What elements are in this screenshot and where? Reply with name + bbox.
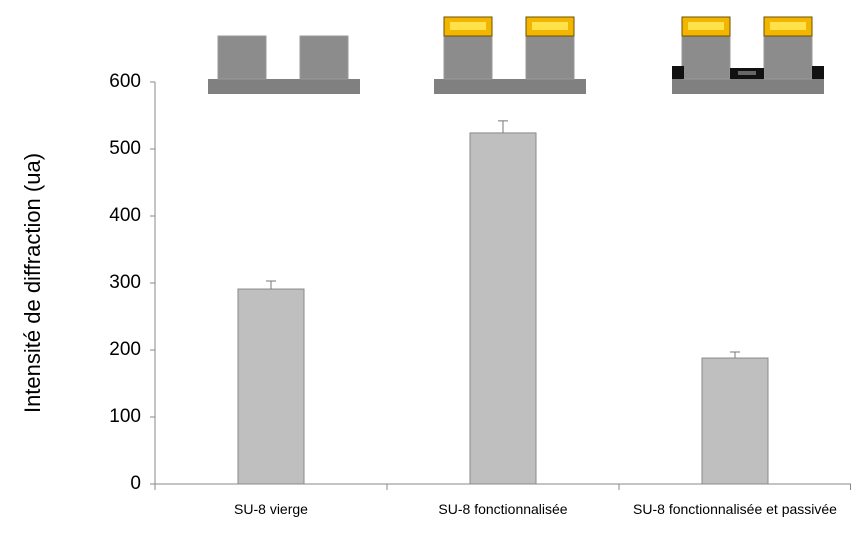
y-tick-label: 500 (109, 138, 141, 159)
x-tick-label: SU-8 vierge (234, 501, 308, 517)
x-tick-label: SU-8 fonctionnalisée (438, 501, 568, 517)
error-bar (730, 351, 740, 359)
y-tick-label: 0 (130, 473, 141, 494)
y-tick-label: 600 (109, 71, 141, 92)
schematic-2 (434, 16, 586, 94)
x-tick-label: SU-8 fonctionnalisée et passivée (633, 501, 837, 517)
y-tick-label: 400 (109, 205, 141, 226)
schematic-3 (672, 16, 824, 94)
y-tick-label: 200 (109, 339, 141, 360)
bar (469, 132, 537, 485)
y-axis-label: Intensité de diffraction (ua) (20, 153, 45, 413)
error-bar (498, 120, 508, 133)
bar (701, 357, 769, 485)
error-bar (266, 280, 276, 290)
bar (237, 288, 305, 485)
y-tick-label: 100 (109, 406, 141, 427)
y-tick-label: 300 (109, 272, 141, 293)
schematic-1 (208, 35, 360, 94)
